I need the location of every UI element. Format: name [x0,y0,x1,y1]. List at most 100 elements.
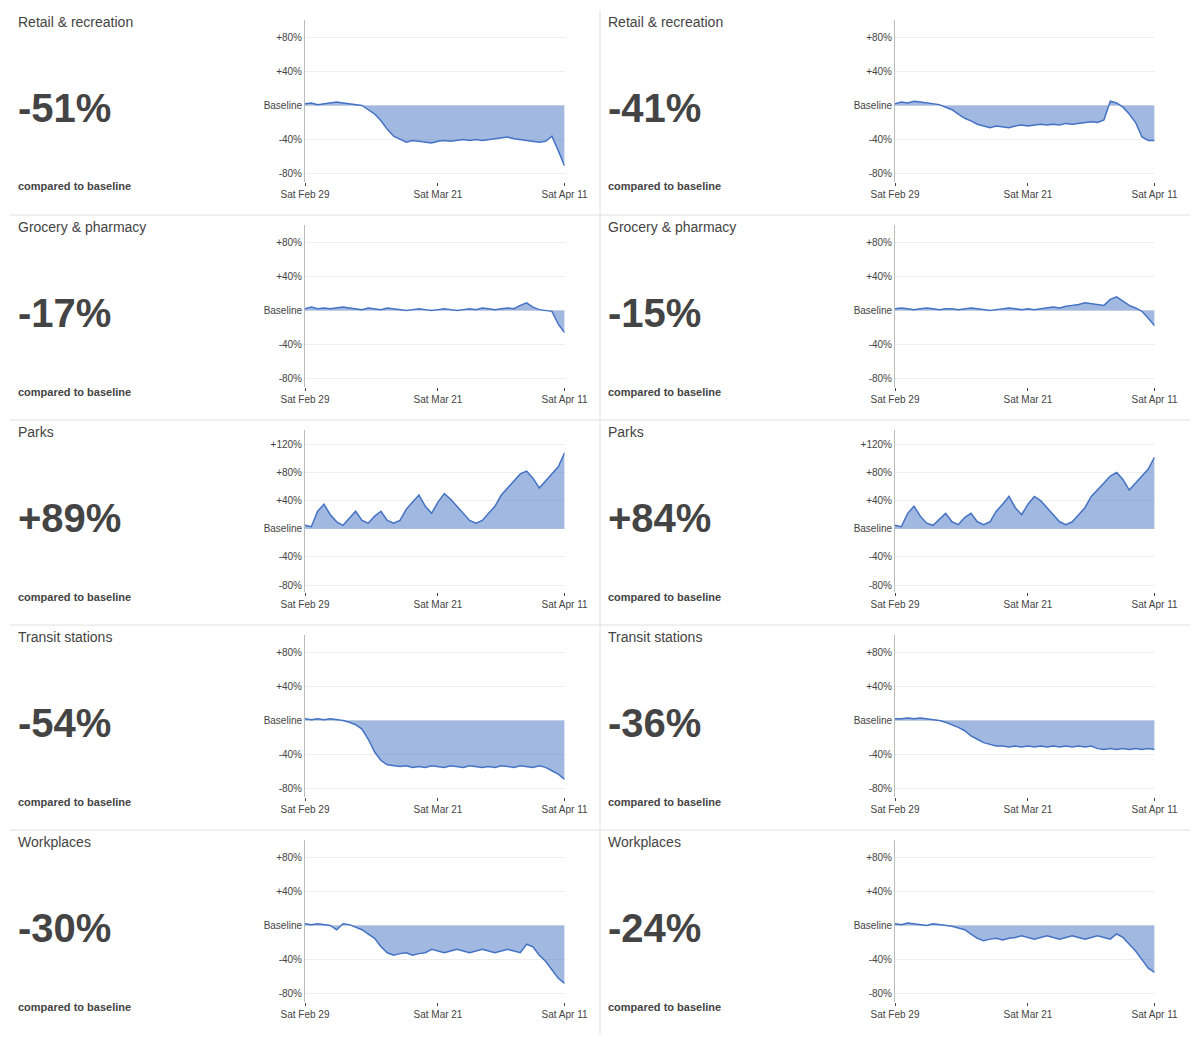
svg-text:Sat Apr 11: Sat Apr 11 [542,189,588,200]
svg-text:+40%: +40% [276,681,302,692]
svg-text:compared to baseline: compared to baseline [608,591,721,603]
svg-text:-54%: -54% [18,701,111,745]
svg-text:Baseline: Baseline [854,100,893,111]
svg-text:Sat Feb 29: Sat Feb 29 [871,1009,920,1020]
svg-text:Baseline: Baseline [264,523,303,534]
svg-text:-40%: -40% [869,749,892,760]
svg-text:-40%: -40% [869,954,892,965]
svg-text:+40%: +40% [276,66,302,77]
svg-text:-80%: -80% [279,580,302,591]
svg-text:Sat Mar 21: Sat Mar 21 [414,804,463,815]
svg-text:-40%: -40% [279,551,302,562]
svg-text:Sat Feb 29: Sat Feb 29 [281,804,330,815]
svg-text:-24%: -24% [608,906,701,950]
svg-text:Grocery & pharmacy: Grocery & pharmacy [608,219,736,235]
svg-text:+80%: +80% [276,237,302,248]
svg-text:+80%: +80% [866,647,892,658]
svg-text:Sat Mar 21: Sat Mar 21 [414,394,463,405]
svg-text:-80%: -80% [869,988,892,999]
svg-text:Transit stations: Transit stations [608,629,702,645]
svg-text:-40%: -40% [279,339,302,350]
svg-text:compared to baseline: compared to baseline [18,386,131,398]
svg-text:+80%: +80% [276,467,302,478]
svg-text:+80%: +80% [866,852,892,863]
svg-text:Sat Apr 11: Sat Apr 11 [1132,804,1178,815]
svg-text:-80%: -80% [869,580,892,591]
svg-text:Transit stations: Transit stations [18,629,112,645]
svg-text:Sat Mar 21: Sat Mar 21 [1004,189,1053,200]
svg-text:-80%: -80% [279,783,302,794]
svg-text:+80%: +80% [276,647,302,658]
svg-text:-80%: -80% [279,988,302,999]
svg-text:-80%: -80% [869,783,892,794]
svg-text:-40%: -40% [279,134,302,145]
svg-text:compared to baseline: compared to baseline [18,180,131,192]
svg-text:Sat Mar 21: Sat Mar 21 [1004,394,1053,405]
svg-text:+40%: +40% [866,66,892,77]
svg-text:Sat Mar 21: Sat Mar 21 [1004,599,1053,610]
svg-text:Baseline: Baseline [264,715,303,726]
svg-text:-51%: -51% [18,86,111,130]
svg-text:Grocery & pharmacy: Grocery & pharmacy [18,219,146,235]
svg-text:Baseline: Baseline [854,715,893,726]
svg-text:Sat Feb 29: Sat Feb 29 [281,394,330,405]
svg-text:compared to baseline: compared to baseline [18,796,131,808]
svg-text:+40%: +40% [276,886,302,897]
svg-text:Baseline: Baseline [264,100,303,111]
svg-text:+120%: +120% [271,439,303,450]
svg-text:-80%: -80% [869,373,892,384]
svg-text:-40%: -40% [279,749,302,760]
svg-text:Parks: Parks [18,424,54,440]
svg-text:-36%: -36% [608,701,701,745]
svg-text:Baseline: Baseline [854,523,893,534]
svg-text:+80%: +80% [866,467,892,478]
svg-text:-80%: -80% [869,168,892,179]
svg-text:compared to baseline: compared to baseline [18,591,131,603]
svg-text:+80%: +80% [866,237,892,248]
svg-text:Sat Feb 29: Sat Feb 29 [281,1009,330,1020]
svg-text:Sat Apr 11: Sat Apr 11 [1132,189,1178,200]
svg-text:compared to baseline: compared to baseline [18,1001,131,1013]
svg-text:compared to baseline: compared to baseline [608,386,721,398]
svg-text:+40%: +40% [276,495,302,506]
svg-text:+40%: +40% [866,271,892,282]
svg-text:Sat Apr 11: Sat Apr 11 [1132,599,1178,610]
svg-text:-15%: -15% [608,291,701,335]
svg-text:Sat Apr 11: Sat Apr 11 [1132,394,1178,405]
svg-text:+40%: +40% [866,886,892,897]
svg-text:-80%: -80% [279,373,302,384]
svg-text:Baseline: Baseline [264,305,303,316]
svg-text:Sat Feb 29: Sat Feb 29 [871,189,920,200]
svg-text:Sat Mar 21: Sat Mar 21 [414,599,463,610]
svg-text:+40%: +40% [866,495,892,506]
svg-text:Sat Mar 21: Sat Mar 21 [414,189,463,200]
svg-text:compared to baseline: compared to baseline [608,180,721,192]
svg-text:-41%: -41% [608,86,701,130]
svg-text:-40%: -40% [869,339,892,350]
svg-text:+89%: +89% [18,496,121,540]
svg-text:Sat Apr 11: Sat Apr 11 [542,599,588,610]
svg-text:Retail & recreation: Retail & recreation [18,14,133,30]
svg-text:+80%: +80% [276,32,302,43]
svg-text:Sat Feb 29: Sat Feb 29 [281,189,330,200]
svg-text:+40%: +40% [276,271,302,282]
svg-text:Parks: Parks [608,424,644,440]
svg-text:Sat Feb 29: Sat Feb 29 [871,394,920,405]
svg-text:Sat Apr 11: Sat Apr 11 [1132,1009,1178,1020]
svg-text:+120%: +120% [861,439,893,450]
svg-text:-17%: -17% [18,291,111,335]
svg-text:Baseline: Baseline [854,305,893,316]
svg-text:-40%: -40% [869,134,892,145]
svg-text:Sat Apr 11: Sat Apr 11 [542,394,588,405]
svg-text:compared to baseline: compared to baseline [608,1001,721,1013]
svg-text:Sat Feb 29: Sat Feb 29 [871,804,920,815]
svg-text:Sat Feb 29: Sat Feb 29 [281,599,330,610]
svg-text:Sat Feb 29: Sat Feb 29 [871,599,920,610]
svg-text:Workplaces: Workplaces [608,834,681,850]
svg-text:compared to baseline: compared to baseline [608,796,721,808]
svg-text:-80%: -80% [279,168,302,179]
svg-text:Baseline: Baseline [854,920,893,931]
svg-text:Retail & recreation: Retail & recreation [608,14,723,30]
svg-text:-30%: -30% [18,906,111,950]
svg-text:+40%: +40% [866,681,892,692]
